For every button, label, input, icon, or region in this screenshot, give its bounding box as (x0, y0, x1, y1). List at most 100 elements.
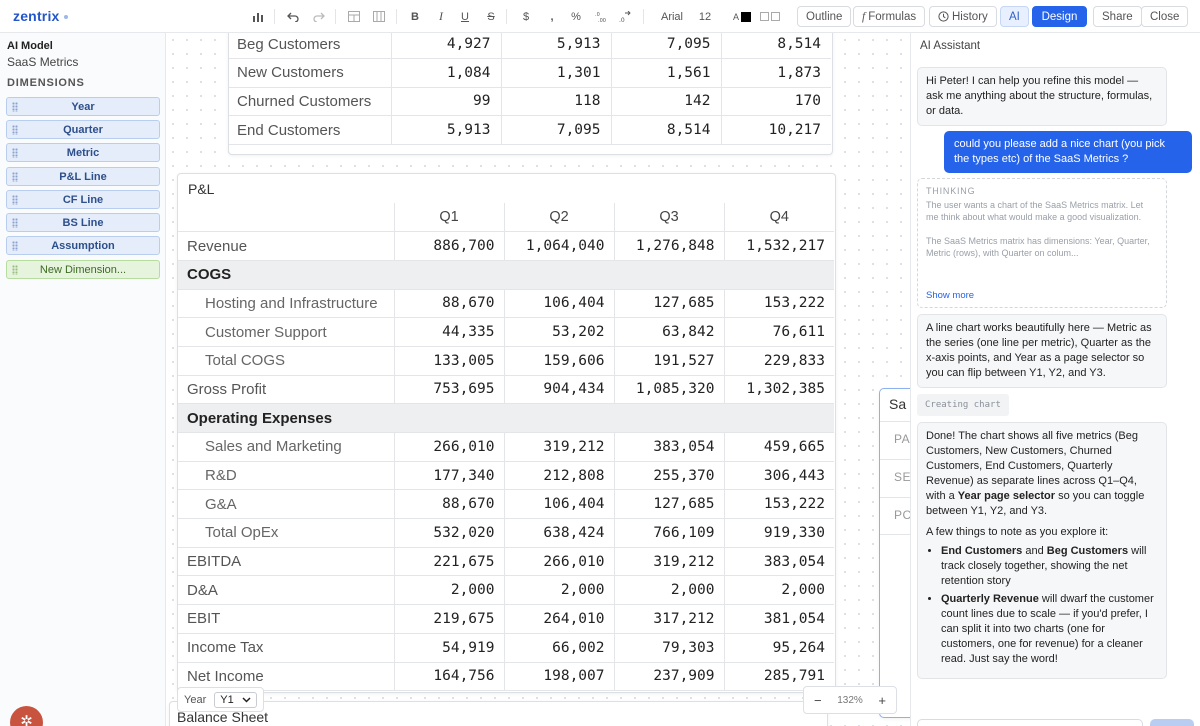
table-cell[interactable]: 106,404 (504, 289, 615, 319)
table-cell[interactable]: 63,842 (614, 317, 725, 347)
drag-handle-icon[interactable] (12, 241, 18, 251)
design-button[interactable]: Design (1032, 6, 1087, 27)
table-cell[interactable]: 177,340 (394, 461, 505, 491)
table-cell[interactable]: 5,913 (391, 115, 502, 145)
table-cell[interactable]: 7,095 (501, 115, 612, 145)
table-cell[interactable]: 2,000 (504, 575, 615, 606)
zoom-out-button[interactable]: − (814, 692, 822, 708)
undo-icon[interactable] (282, 0, 304, 33)
table-cell[interactable]: 153,222 (724, 489, 834, 520)
redo-icon[interactable] (308, 0, 330, 33)
table-cell[interactable]: 5,913 (501, 33, 612, 60)
comma-format-button[interactable]: , (550, 10, 554, 23)
table-cell[interactable]: 88,670 (394, 289, 505, 319)
table-cell[interactable]: 2,000 (724, 575, 834, 606)
history-button[interactable]: History (929, 6, 997, 27)
column-header[interactable]: Q3 (614, 203, 725, 233)
columns-layout-icon[interactable] (368, 0, 390, 33)
table-cell[interactable]: 1,873 (721, 58, 831, 88)
dimension-metric[interactable]: Metric (6, 143, 160, 162)
app-logo[interactable]: zentrix (13, 8, 68, 24)
currency-format-button[interactable]: $ (522, 10, 530, 23)
balance-sheet-title[interactable]: Balance Sheet (177, 709, 269, 725)
table-cell[interactable]: 127,685 (614, 489, 725, 520)
table-cell[interactable]: 1,276,848 (614, 231, 725, 261)
table-cell[interactable]: 170 (721, 87, 831, 117)
increase-decimals-icon[interactable]: .0 (614, 0, 636, 33)
table-cell[interactable]: 106,404 (504, 489, 615, 520)
table-cell[interactable]: 237,909 (614, 662, 725, 692)
row-label[interactable]: EBITDA (178, 547, 395, 577)
table-cell[interactable]: 95,264 (724, 633, 834, 663)
table-cell[interactable]: 118 (501, 87, 612, 117)
table-cell[interactable]: 2,000 (394, 575, 505, 606)
table-cell[interactable]: 79,303 (614, 633, 725, 663)
table-cell[interactable]: 142 (611, 87, 722, 117)
drag-handle-icon[interactable] (12, 172, 18, 182)
row-label[interactable]: Hosting and Infrastructure (178, 289, 395, 319)
table-cell[interactable]: 381,054 (724, 604, 834, 634)
new-dimension-button[interactable]: New Dimension... (6, 260, 160, 279)
table-cell[interactable]: 8,514 (611, 115, 722, 145)
table-cell[interactable]: 133,005 (394, 346, 505, 376)
table-cell[interactable]: 44,335 (394, 317, 505, 347)
row-label[interactable]: Revenue (178, 231, 395, 261)
drag-handle-icon[interactable] (12, 218, 18, 228)
fill-color-button[interactable] (757, 0, 783, 33)
outline-button[interactable]: Outline (797, 6, 852, 27)
table-cell[interactable]: 383,054 (614, 432, 725, 462)
table-cell[interactable]: 127,685 (614, 289, 725, 319)
table-cell[interactable]: 886,700 (394, 231, 505, 261)
table-cell[interactable]: 1,561 (611, 58, 722, 88)
dimension-bs-line[interactable]: BS Line (6, 213, 160, 232)
table-cell[interactable]: 66,002 (504, 633, 615, 663)
table-cell[interactable]: 1,084 (391, 58, 502, 88)
row-label[interactable]: Churned Customers (229, 87, 392, 117)
table-cell[interactable]: 10,217 (721, 115, 831, 145)
table-cell[interactable]: 638,424 (504, 518, 615, 548)
send-button[interactable] (1150, 719, 1194, 726)
formulas-button[interactable]: f Formulas (853, 6, 926, 27)
table-cell[interactable]: 54,919 (394, 633, 505, 663)
italic-button[interactable]: I (439, 9, 443, 23)
table-cell[interactable]: 1,064,040 (504, 231, 615, 261)
table-cell[interactable]: 198,007 (504, 662, 615, 692)
chat-input[interactable] (917, 719, 1143, 726)
table-cell[interactable]: 532,020 (394, 518, 505, 548)
model-canvas[interactable]: Beg Customers 4,927 5,913 7,095 8,514 Ne… (166, 33, 910, 726)
row-label[interactable]: Customer Support (178, 317, 395, 347)
year-select[interactable]: Y1 (214, 691, 257, 708)
table-cell[interactable]: 164,756 (394, 662, 505, 692)
table-cell[interactable]: 219,675 (394, 604, 505, 634)
drag-handle-icon[interactable] (12, 102, 18, 112)
table-cell[interactable]: 319,212 (614, 547, 725, 577)
drag-handle-icon[interactable] (12, 148, 18, 158)
table-cell[interactable]: 159,606 (504, 346, 615, 376)
table-cell[interactable]: 266,010 (504, 547, 615, 577)
row-label[interactable]: End Customers (229, 115, 392, 145)
row-label[interactable]: Total OpEx (178, 518, 395, 548)
drag-handle-icon[interactable] (12, 195, 18, 205)
table-cell[interactable]: 2,000 (614, 575, 725, 606)
table-cell[interactable]: 1,302,385 (724, 375, 834, 405)
pl-title[interactable]: P&L (188, 181, 215, 197)
show-more-link[interactable]: Show more (926, 290, 975, 301)
table-cell[interactable]: 221,675 (394, 547, 505, 577)
table-cell[interactable]: 4,927 (391, 33, 502, 60)
font-family-select[interactable]: Arial (660, 10, 683, 23)
drag-handle-icon[interactable] (12, 125, 18, 135)
dimension-year[interactable]: Year (6, 97, 160, 116)
table-cell[interactable]: 753,695 (394, 375, 505, 405)
zoom-in-button[interactable]: + (878, 692, 886, 708)
table-cell[interactable]: 88,670 (394, 489, 505, 520)
decrease-decimals-icon[interactable]: .0.00 (590, 0, 612, 33)
row-label[interactable]: Operating Expenses (178, 403, 394, 433)
table-cell[interactable]: 212,808 (504, 461, 615, 491)
table-cell[interactable]: 383,054 (724, 547, 834, 577)
table-cell[interactable]: 1,085,320 (614, 375, 725, 405)
table-cell[interactable]: 53,202 (504, 317, 615, 347)
table-cell[interactable]: 76,611 (724, 317, 834, 347)
table-cell[interactable]: 7,095 (611, 33, 722, 60)
strikethrough-button[interactable]: S (487, 10, 495, 23)
table-cell[interactable]: 255,370 (614, 461, 725, 491)
